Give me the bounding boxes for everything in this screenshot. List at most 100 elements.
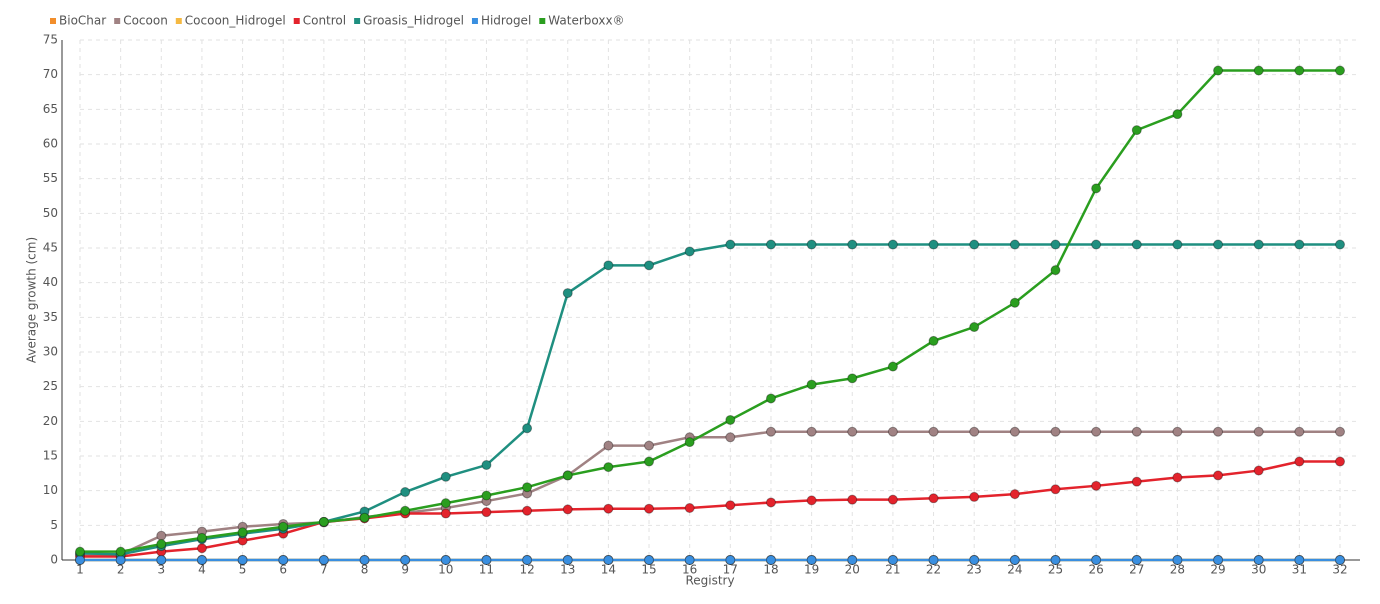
- x-tick-label: 21: [885, 563, 900, 577]
- x-tick-label: 28: [1170, 563, 1185, 577]
- y-tick-label: 20: [43, 414, 58, 428]
- data-point: [522, 505, 533, 516]
- data-point: [1131, 125, 1142, 136]
- data-point: [1253, 239, 1264, 250]
- data-point: [278, 521, 289, 532]
- y-tick-label: 0: [50, 553, 58, 567]
- y-tick-label: 65: [43, 102, 58, 116]
- data-point: [1294, 426, 1305, 437]
- data-point: [1091, 480, 1102, 491]
- data-point: [196, 543, 207, 554]
- data-point: [1335, 65, 1345, 76]
- data-point: [928, 335, 939, 346]
- x-axis-label: Registry: [685, 574, 734, 588]
- legend-swatch: [175, 18, 182, 24]
- data-point: [481, 555, 492, 565]
- data-point: [522, 423, 533, 434]
- data-point: [603, 260, 614, 271]
- x-tick-label: 30: [1251, 563, 1266, 577]
- data-point: [806, 555, 817, 565]
- x-tick-label: 29: [1210, 563, 1225, 577]
- x-tick-label: 4: [198, 563, 206, 577]
- data-point: [1294, 65, 1305, 76]
- data-point: [1050, 265, 1061, 276]
- x-tick-label: 16: [682, 563, 697, 577]
- data-point: [196, 555, 207, 565]
- legend-label: Cocoon: [123, 14, 168, 28]
- data-point: [522, 555, 533, 565]
- data-point: [806, 379, 817, 390]
- data-point: [847, 494, 858, 505]
- legend-label: Waterboxx®: [548, 14, 624, 28]
- data-point: [1131, 239, 1142, 250]
- x-tick-label: 19: [804, 563, 819, 577]
- data-point: [1172, 426, 1183, 437]
- data-point: [969, 491, 980, 502]
- data-point: [603, 555, 614, 565]
- data-point: [1172, 239, 1183, 250]
- legend-label: Hidrogel: [481, 14, 531, 28]
- data-point: [887, 239, 898, 250]
- data-point: [1091, 183, 1102, 194]
- x-tick-label: 27: [1129, 563, 1144, 577]
- data-point: [440, 508, 451, 519]
- data-point: [400, 505, 411, 516]
- data-point: [1009, 297, 1020, 308]
- data-point: [440, 555, 451, 565]
- x-tick-label: 3: [157, 563, 165, 577]
- data-point: [684, 555, 695, 565]
- data-point: [562, 555, 573, 565]
- data-point: [1009, 239, 1020, 250]
- data-point: [765, 497, 776, 508]
- data-point: [1294, 239, 1305, 250]
- data-point: [1050, 484, 1061, 495]
- y-tick-label: 35: [43, 310, 58, 324]
- legend-swatch: [114, 18, 121, 24]
- x-tick-label: 23: [967, 563, 982, 577]
- data-point: [1335, 555, 1345, 565]
- data-point: [1009, 489, 1020, 500]
- data-point: [481, 460, 492, 471]
- data-point: [1009, 426, 1020, 437]
- data-point: [481, 507, 492, 518]
- data-point: [115, 546, 126, 557]
- y-tick-label: 30: [43, 345, 58, 359]
- data-point: [156, 539, 167, 550]
- x-tick-label: 20: [845, 563, 860, 577]
- legend-swatch: [293, 18, 300, 24]
- x-tick-label: 10: [438, 563, 453, 577]
- data-point: [1335, 426, 1345, 437]
- legend-label: Groasis_Hidrogel: [363, 14, 464, 28]
- data-point: [684, 437, 695, 448]
- data-point: [887, 494, 898, 505]
- data-point: [237, 527, 248, 538]
- data-point: [1131, 476, 1142, 487]
- x-tick-label: 17: [723, 563, 738, 577]
- data-point: [1213, 555, 1224, 565]
- data-point: [603, 440, 614, 451]
- data-point: [644, 456, 655, 467]
- x-tick-label: 25: [1048, 563, 1063, 577]
- x-tick-label: 26: [1088, 563, 1103, 577]
- data-point: [318, 555, 329, 565]
- x-tick-label: 15: [641, 563, 656, 577]
- x-tick-label: 1: [76, 563, 84, 577]
- series-line: [80, 460, 1340, 558]
- x-tick-label: 7: [320, 563, 328, 577]
- data-point: [1213, 239, 1224, 250]
- data-point: [928, 426, 939, 437]
- x-tick-label: 14: [601, 563, 616, 577]
- data-point: [887, 555, 898, 565]
- data-point: [156, 530, 167, 541]
- legend-label: BioChar: [59, 14, 106, 28]
- data-point: [359, 512, 370, 523]
- data-point: [400, 555, 411, 565]
- data-point: [1009, 555, 1020, 565]
- y-tick-label: 50: [43, 206, 58, 220]
- x-tick-label: 12: [519, 563, 534, 577]
- data-point: [644, 503, 655, 514]
- data-point: [765, 426, 776, 437]
- data-point: [1172, 109, 1183, 120]
- data-point: [1050, 239, 1061, 250]
- x-tick-label: 8: [361, 563, 369, 577]
